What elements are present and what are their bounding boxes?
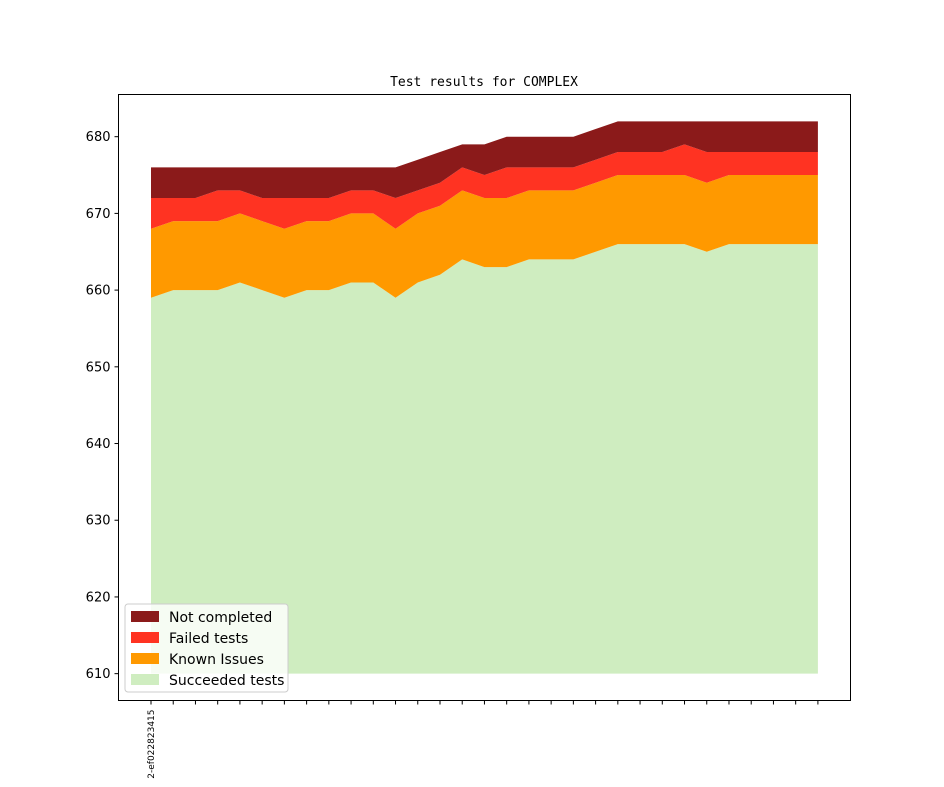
legend: Not completed Failed tests Known Issues Suc… [124,603,289,693]
area-failed-tests [151,144,818,229]
legend-label: Not completed [169,610,272,626]
legend-label: Failed tests [169,631,248,647]
y-tick-label: 610 [86,667,111,682]
chart-title: Test results for COMPLEX [390,75,578,90]
area-layers [151,121,818,674]
y-tick-label: 620 [86,590,111,605]
y-tick-label: 650 [86,360,111,375]
legend-box [124,603,289,693]
y-tick-label: 640 [86,437,111,452]
legend-swatch [131,632,159,643]
area-not-completed [151,121,818,199]
x-axis: 2-ef022823415 [147,700,819,779]
y-tick-label: 630 [86,514,111,529]
legend-label: Known Issues [169,652,264,668]
legend-swatch [131,674,159,685]
x-tick-label: 2-ef022823415 [147,710,157,779]
area-known-issues [151,175,818,298]
legend-swatch [131,653,159,664]
y-tick-label: 680 [86,130,111,145]
y-tick-label: 660 [86,284,111,299]
area-succeeded-tests [151,244,818,674]
legend-label: Succeeded tests [169,673,284,689]
y-axis: 610 620 630 640 650 660 670 680 [86,130,119,682]
legend-swatch [131,611,159,622]
y-tick-label: 670 [86,207,111,222]
